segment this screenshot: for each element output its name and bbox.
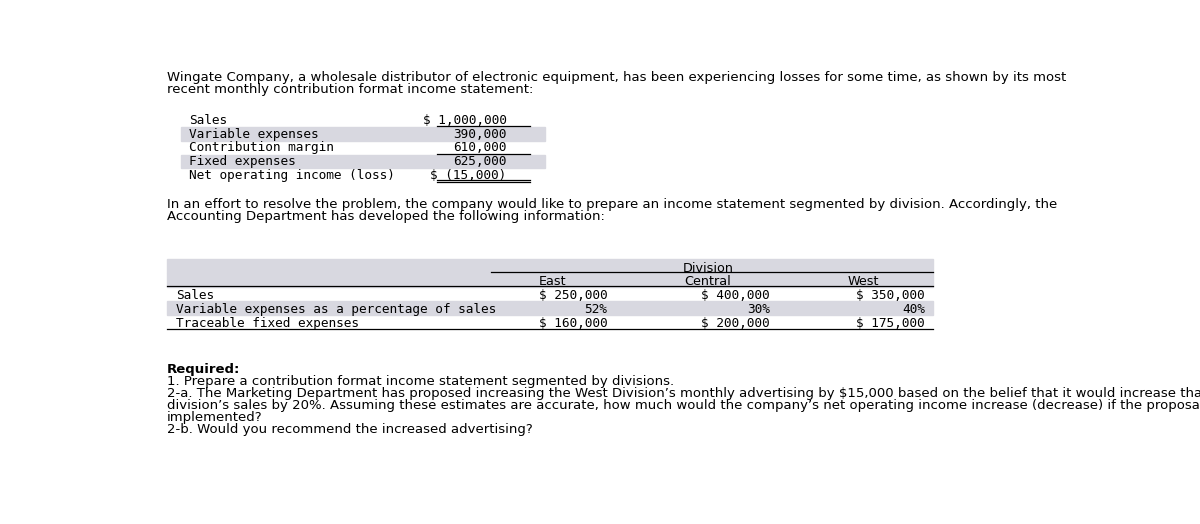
Text: In an effort to resolve the problem, the company would like to prepare an income: In an effort to resolve the problem, the…	[167, 198, 1057, 211]
Text: $ 350,000: $ 350,000	[857, 289, 925, 302]
Text: implemented?: implemented?	[167, 411, 263, 424]
Bar	[181, 155, 545, 168]
Bar	[167, 301, 932, 315]
Text: Wingate Company, a wholesale distributor of electronic equipment, has been exper: Wingate Company, a wholesale distributor…	[167, 71, 1067, 84]
Text: $ 400,000: $ 400,000	[701, 289, 770, 302]
Text: Sales: Sales	[188, 114, 227, 127]
Text: Sales: Sales	[176, 289, 215, 302]
Text: East: East	[539, 276, 566, 288]
Text: Required:: Required:	[167, 363, 240, 376]
Bar	[167, 259, 932, 273]
Bar	[167, 273, 932, 287]
Text: Variable expenses: Variable expenses	[188, 127, 318, 140]
Text: $ 1,000,000: $ 1,000,000	[422, 114, 506, 127]
Text: Division: Division	[683, 261, 733, 275]
Text: 40%: 40%	[902, 303, 925, 316]
Text: Variable expenses as a percentage of sales: Variable expenses as a percentage of sal…	[176, 303, 497, 316]
Text: 390,000: 390,000	[454, 127, 506, 140]
Text: 30%: 30%	[748, 303, 770, 316]
Text: 2-a. The Marketing Department has proposed increasing the West Division’s monthl: 2-a. The Marketing Department has propos…	[167, 387, 1200, 400]
Text: $ 200,000: $ 200,000	[701, 317, 770, 330]
Text: Fixed expenses: Fixed expenses	[188, 155, 295, 168]
Text: Central: Central	[685, 276, 731, 288]
Text: Net operating income (loss): Net operating income (loss)	[188, 169, 395, 182]
Text: Traceable fixed expenses: Traceable fixed expenses	[176, 317, 359, 330]
Text: 52%: 52%	[584, 303, 607, 316]
Text: 625,000: 625,000	[454, 155, 506, 168]
Bar	[181, 127, 545, 140]
Text: Accounting Department has developed the following information:: Accounting Department has developed the …	[167, 210, 605, 223]
Text: $ (15,000): $ (15,000)	[431, 169, 506, 182]
Text: 2-b. Would you recommend the increased advertising?: 2-b. Would you recommend the increased a…	[167, 423, 533, 436]
Text: recent monthly contribution format income statement:: recent monthly contribution format incom…	[167, 83, 534, 96]
Text: West: West	[847, 276, 878, 288]
Text: Contribution margin: Contribution margin	[188, 141, 334, 155]
Text: division’s sales by 20%. Assuming these estimates are accurate, how much would t: division’s sales by 20%. Assuming these …	[167, 399, 1200, 412]
Text: $ 250,000: $ 250,000	[539, 289, 607, 302]
Text: $ 175,000: $ 175,000	[857, 317, 925, 330]
Text: 610,000: 610,000	[454, 141, 506, 155]
Text: 1. Prepare a contribution format income statement segmented by divisions.: 1. Prepare a contribution format income …	[167, 376, 674, 388]
Text: $ 160,000: $ 160,000	[539, 317, 607, 330]
